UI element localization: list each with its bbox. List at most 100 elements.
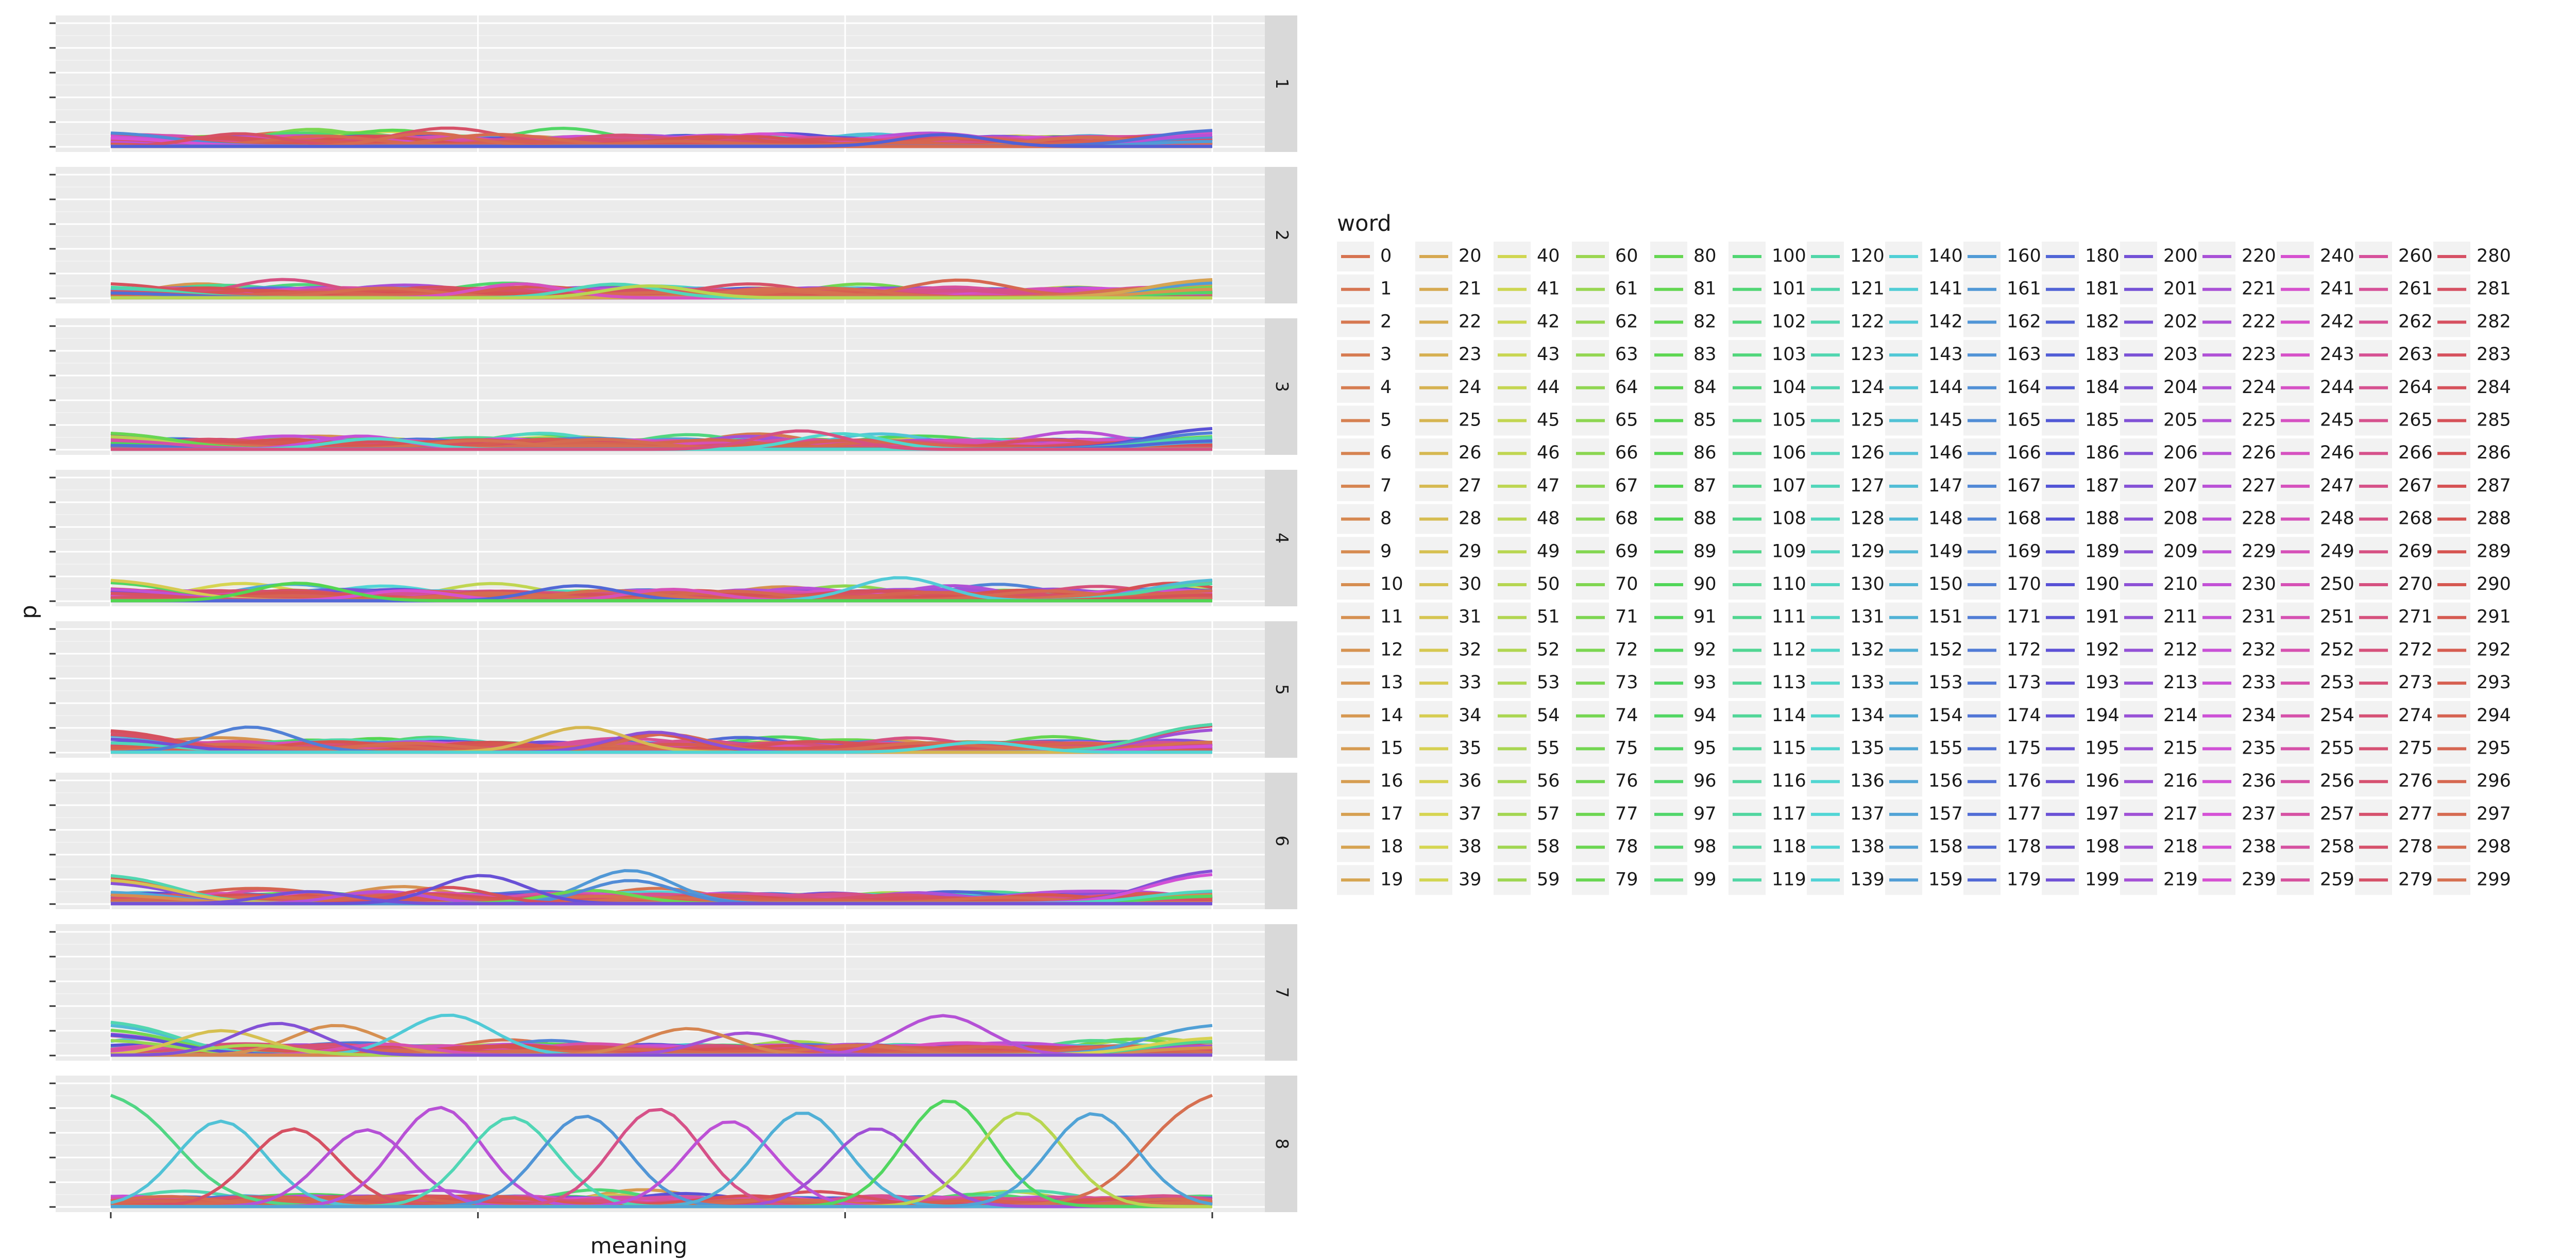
legend-label: 47 bbox=[1537, 475, 1560, 496]
legend-label: 281 bbox=[2477, 279, 2511, 299]
legend-item-74: 74 bbox=[1572, 701, 1638, 731]
legend-label: 162 bbox=[2007, 311, 2041, 332]
legend-item-85: 85 bbox=[1650, 405, 1717, 436]
legend-label: 229 bbox=[2242, 541, 2276, 562]
legend-label: 222 bbox=[2242, 311, 2276, 332]
legend-item-262: 262 bbox=[2355, 307, 2433, 337]
legend-item-146: 146 bbox=[1885, 438, 1963, 469]
x-axis-ticks bbox=[110, 1212, 1213, 1218]
legend-label: 220 bbox=[2242, 246, 2276, 266]
facet-strip-label: 3 bbox=[1272, 381, 1292, 392]
legend-item-251: 251 bbox=[2277, 602, 2354, 633]
legend-label: 266 bbox=[2398, 443, 2433, 463]
legend-item-19: 19 bbox=[1337, 865, 1403, 895]
legend-label: 279 bbox=[2398, 869, 2433, 890]
legend-label: 15 bbox=[1380, 738, 1403, 759]
legend-label: 256 bbox=[2320, 771, 2354, 791]
legend-label: 82 bbox=[1693, 311, 1717, 332]
legend-label: 100 bbox=[1772, 246, 1806, 266]
legend-item-200: 200 bbox=[2120, 242, 2198, 271]
legend-item-208: 208 bbox=[2120, 504, 2198, 534]
legend-label: 299 bbox=[2477, 869, 2511, 890]
legend-item-277: 277 bbox=[2355, 799, 2433, 829]
legend-label: 285 bbox=[2477, 410, 2511, 431]
legend-item-192: 192 bbox=[2042, 635, 2120, 666]
legend-item-190: 190 bbox=[2042, 570, 2120, 600]
legend-item-151: 151 bbox=[1885, 602, 1963, 633]
legend-label: 293 bbox=[2477, 672, 2511, 693]
legend-label: 85 bbox=[1693, 410, 1717, 431]
legend-item-145: 145 bbox=[1885, 405, 1963, 436]
legend-label: 296 bbox=[2477, 771, 2511, 791]
legend-label: 271 bbox=[2398, 607, 2433, 627]
legend-label: 283 bbox=[2477, 344, 2511, 365]
legend-label: 69 bbox=[1615, 541, 1638, 562]
legend-item-83: 83 bbox=[1650, 340, 1717, 370]
legend-label: 108 bbox=[1772, 508, 1806, 529]
legend-label: 168 bbox=[2007, 508, 2041, 529]
legend-label: 6 bbox=[1380, 443, 1392, 463]
legend-label: 11 bbox=[1380, 607, 1403, 627]
series-lines bbox=[110, 278, 1213, 300]
legend-item-297: 297 bbox=[2433, 799, 2511, 829]
legend-label: 140 bbox=[1928, 246, 1963, 266]
legend-item-290: 290 bbox=[2433, 570, 2511, 600]
legend-label: 225 bbox=[2242, 410, 2276, 431]
legend-label: 46 bbox=[1537, 443, 1560, 463]
legend-label: 36 bbox=[1459, 771, 1482, 791]
legend-item-204: 204 bbox=[2120, 372, 2198, 403]
legend-item-227: 227 bbox=[2198, 471, 2276, 501]
legend-label: 208 bbox=[2163, 508, 2198, 529]
legend-item-144: 144 bbox=[1885, 372, 1963, 403]
legend-item-131: 131 bbox=[1807, 602, 1885, 633]
legend-label: 211 bbox=[2163, 607, 2198, 627]
legend-item-90: 90 bbox=[1650, 570, 1717, 600]
legend-label: 122 bbox=[1850, 311, 1885, 332]
legend-item-136: 136 bbox=[1807, 767, 1885, 797]
legend-label: 40 bbox=[1537, 246, 1560, 266]
legend-item-70: 70 bbox=[1572, 570, 1638, 600]
legend-label: 77 bbox=[1615, 804, 1638, 824]
legend-label: 64 bbox=[1615, 377, 1638, 398]
legend-label: 128 bbox=[1850, 508, 1885, 529]
legend-item-215: 215 bbox=[2120, 734, 2198, 764]
facet-strip-label: 8 bbox=[1272, 1138, 1292, 1149]
legend-label: 218 bbox=[2163, 837, 2198, 857]
legend-label: 89 bbox=[1693, 541, 1717, 562]
legend-item-197: 197 bbox=[2042, 799, 2120, 829]
legend-item-3: 3 bbox=[1337, 340, 1392, 370]
legend-label: 245 bbox=[2320, 410, 2354, 431]
legend-label: 88 bbox=[1693, 508, 1717, 529]
legend-label: 167 bbox=[2007, 475, 2041, 496]
legend-label: 72 bbox=[1615, 639, 1638, 660]
legend-item-243: 243 bbox=[2277, 340, 2354, 370]
legend-label: 246 bbox=[2320, 443, 2354, 463]
legend-label: 159 bbox=[1928, 869, 1963, 890]
legend-item-2: 2 bbox=[1337, 307, 1392, 337]
legend-label: 203 bbox=[2163, 344, 2198, 365]
legend-item-56: 56 bbox=[1494, 767, 1560, 797]
legend-item-198: 198 bbox=[2042, 832, 2120, 862]
legend-item-164: 164 bbox=[1963, 372, 2041, 403]
legend-label: 53 bbox=[1537, 672, 1560, 693]
legend-item-138: 138 bbox=[1807, 832, 1885, 862]
legend-item-80: 80 bbox=[1650, 242, 1717, 271]
legend-label: 241 bbox=[2320, 279, 2354, 299]
legend-item-209: 209 bbox=[2120, 537, 2198, 567]
legend-item-130: 130 bbox=[1807, 570, 1885, 600]
legend-item-171: 171 bbox=[1963, 602, 2041, 633]
legend-label: 165 bbox=[2007, 410, 2041, 431]
legend-item-68: 68 bbox=[1572, 504, 1638, 534]
facet-panel-8: 8 bbox=[49, 1076, 1297, 1212]
legend-label: 23 bbox=[1459, 344, 1482, 365]
legend-label: 272 bbox=[2398, 639, 2433, 660]
legend-item-160: 160 bbox=[1963, 242, 2041, 271]
legend-item-205: 205 bbox=[2120, 405, 2198, 436]
legend-item-187: 187 bbox=[2042, 471, 2120, 501]
legend-item-180: 180 bbox=[2042, 242, 2120, 271]
legend-item-236: 236 bbox=[2198, 767, 2276, 797]
legend-label: 177 bbox=[2007, 804, 2041, 824]
legend-item-288: 288 bbox=[2433, 504, 2511, 534]
legend-item-263: 263 bbox=[2355, 340, 2433, 370]
legend-label: 154 bbox=[1928, 705, 1963, 726]
